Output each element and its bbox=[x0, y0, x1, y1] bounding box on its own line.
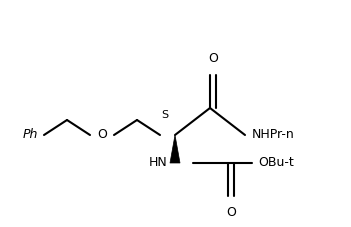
Text: NHPr-n: NHPr-n bbox=[252, 128, 295, 141]
Text: O: O bbox=[97, 128, 107, 141]
Text: O: O bbox=[226, 206, 236, 219]
Text: S: S bbox=[161, 110, 168, 120]
Polygon shape bbox=[170, 135, 180, 163]
Text: OBu-t: OBu-t bbox=[258, 156, 294, 170]
Text: Ph: Ph bbox=[22, 128, 38, 141]
Text: HN: HN bbox=[148, 156, 167, 170]
Text: O: O bbox=[208, 52, 218, 65]
